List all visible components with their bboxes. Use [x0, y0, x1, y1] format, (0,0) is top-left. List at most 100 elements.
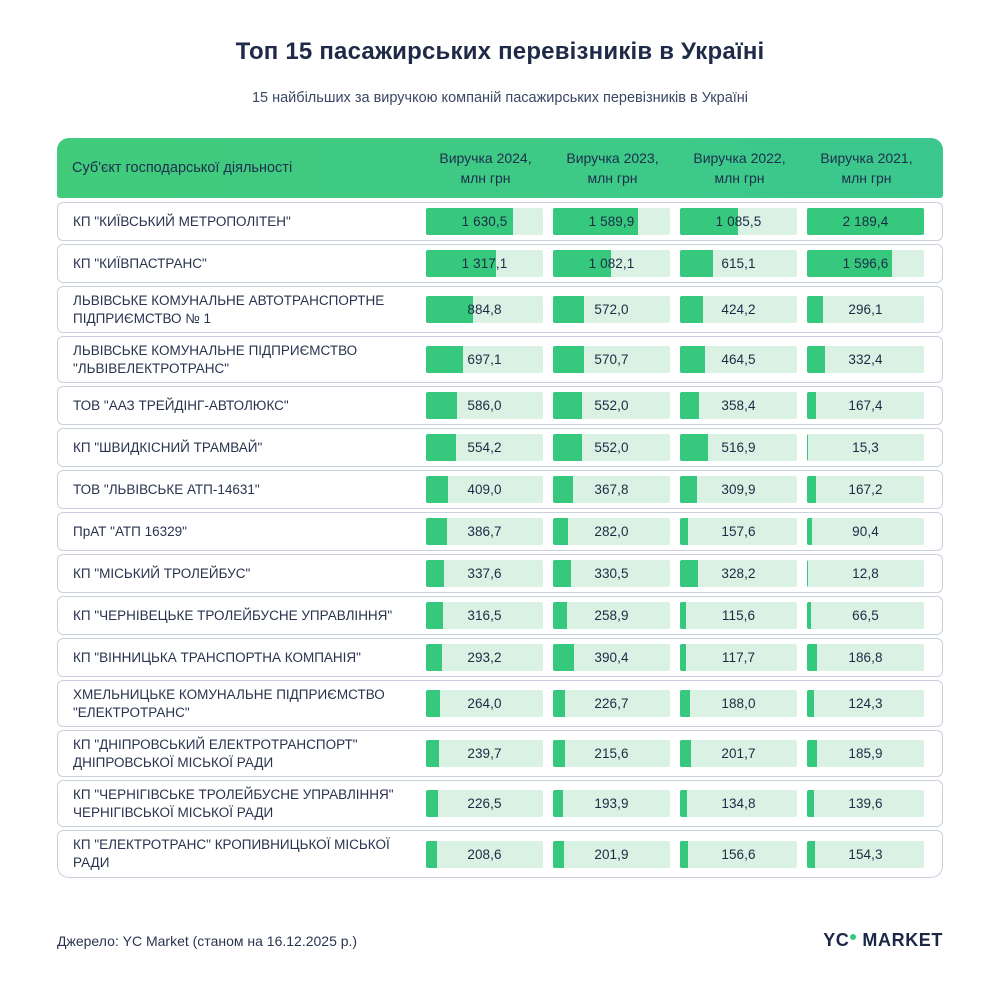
bar-fill — [807, 296, 823, 324]
bar-fill — [426, 740, 439, 768]
bar-fill — [807, 740, 817, 768]
revenue-value: 215,6 — [594, 746, 629, 762]
revenue-value: 15,3 — [852, 440, 879, 456]
bar-fill — [553, 250, 611, 277]
bar-fill — [807, 208, 924, 235]
table-row: ЛЬВІВСЬКЕ КОМУНАЛЬНЕ АВТОТРАНСПОРТНЕ ПІД… — [57, 286, 943, 334]
revenue-value: 1 630,5 — [461, 214, 508, 229]
table-row: ТОВ "ЛЬВІВСЬКЕ АТП-14631" 409,0 367,8 309,9… — [57, 470, 943, 510]
company-name: КП "КИЇВСЬКИЙ МЕТРОПОЛІТЕН" — [73, 213, 291, 229]
revenue-value: 139,6 — [848, 796, 883, 812]
revenue-value: 66,5 — [852, 608, 879, 624]
table-row: КП "КИЇВПАСТРАНС" 1 317,1 1 082,1 615,1 1 59… — [57, 244, 943, 283]
revenue-bar-cells: 239,7 215,6 201,7 185,9 — [426, 740, 924, 768]
revenue-bar-cells: 409,0 367,8 309,9 167,2 — [426, 476, 924, 504]
revenue-value: 201,7 — [721, 746, 756, 762]
table-row: КП "ЕЛЕКТРОТРАНС" КРОПИВНИЦЬКОЇ МІСЬКОЇ … — [57, 830, 943, 878]
column-headers-revenue: Виручка 2024, млн грн Виручка 2023, млн … — [427, 138, 925, 198]
bar-fill — [807, 518, 812, 546]
revenue-bar-cells: 386,7 282,0 157,6 90,4 — [426, 518, 924, 546]
revenue-value: 367,8 — [594, 482, 629, 498]
revenue-value: 115,6 — [721, 608, 756, 624]
revenue-value: 185,9 — [848, 746, 883, 762]
bar-fill — [426, 518, 447, 546]
revenue-bar-2022: 115,6 — [680, 602, 797, 630]
revenue-bar-2024: 264,0 — [426, 690, 543, 718]
revenue-bar-2023: 201,9 — [553, 840, 670, 868]
bar-fill — [553, 840, 564, 868]
revenue-value: 188,0 — [721, 696, 756, 712]
revenue-bar-cells: 697,1 570,7 464,5 332,4 — [426, 346, 924, 374]
revenue-bar-2022: 188,0 — [680, 690, 797, 718]
revenue-bar-2024: 226,5 — [426, 790, 543, 818]
bar-fill — [426, 602, 443, 630]
revenue-bar-cells: 1 630,5 1 589,9 1 085,5 2 189,4 — [426, 208, 924, 235]
bar-fill — [807, 476, 816, 504]
revenue-bar-2021: 332,4 — [807, 346, 924, 374]
table-row: КП "ШВИДКІСНИЙ ТРАМВАЙ" 554,2 552,0 516,9 15… — [57, 428, 943, 468]
company-name: ЛЬВІВСЬКЕ КОМУНАЛЬНЕ АВТОТРАНСПОРТНЕ ПІД… — [73, 293, 385, 326]
revenue-bar-2021: 1 596,6 — [807, 250, 924, 277]
revenue-bar-2022: 464,5 — [680, 346, 797, 374]
company-name: КП "ЕЛЕКТРОТРАНС" КРОПИВНИЦЬКОЇ МІСЬКОЇ … — [73, 837, 390, 871]
bar-fill — [680, 250, 713, 277]
revenue-bar-cells: 1 317,1 1 082,1 615,1 1 596,6 — [426, 250, 924, 277]
revenue-value: 1 085,5 — [715, 214, 762, 229]
column-header-2023: Виручка 2023, млн грн — [566, 149, 659, 186]
revenue-value: 282,0 — [594, 524, 629, 540]
revenue-value: 258,9 — [594, 608, 629, 624]
footer: Джерело: YC Market (станом на 16.12.2025… — [57, 930, 943, 951]
company-name: КП "ВІННИЦЬКА ТРАНСПОРТНА КОМПАНІЯ" — [73, 649, 361, 665]
revenue-bar-2023: 258,9 — [553, 602, 670, 630]
bar-fill — [680, 392, 700, 420]
bar-fill — [553, 518, 569, 546]
revenue-value: 332,4 — [848, 352, 883, 368]
bar-fill — [807, 602, 811, 630]
revenue-value: 1 589,9 — [588, 214, 635, 229]
revenue-value: 2 189,4 — [842, 214, 889, 229]
revenue-bar-2021: 124,3 — [807, 690, 924, 718]
revenue-bar-2024: 884,8 — [426, 296, 543, 324]
bar-fill — [680, 790, 688, 818]
revenue-bar-2021: 12,8 — [807, 560, 924, 588]
revenue-value: 328,2 — [721, 566, 756, 582]
logo-text-yc: YC — [823, 930, 850, 950]
revenue-value: 552,0 — [594, 440, 629, 456]
company-name: КП "ДНІПРОВСЬКИЙ ЕЛЕКТРОТРАНСПОРТ" ДНІПР… — [73, 737, 358, 770]
company-name: КП "КИЇВПАСТРАНС" — [73, 255, 207, 271]
revenue-bar-2021: 296,1 — [807, 296, 924, 324]
revenue-bar-2023: 572,0 — [553, 296, 670, 324]
bar-fill — [426, 392, 458, 420]
company-name: КП "ЧЕРНІВЕЦЬКЕ ТРОЛЕЙБУСНЕ УПРАВЛІННЯ" — [73, 607, 393, 623]
revenue-bar-2024: 586,0 — [426, 392, 543, 420]
revenue-value: 124,3 — [848, 696, 883, 712]
revenue-bar-2022: 117,7 — [680, 644, 797, 672]
revenue-value: 157,6 — [721, 524, 756, 540]
bar-fill — [426, 560, 445, 588]
revenue-bar-2022: 157,6 — [680, 518, 797, 546]
revenue-bar-2024: 316,5 — [426, 602, 543, 630]
revenue-bar-2023: 552,0 — [553, 392, 670, 420]
table-row: КП "КИЇВСЬКИЙ МЕТРОПОЛІТЕН" 1 630,5 1 589,… — [57, 202, 943, 241]
bar-fill — [807, 560, 808, 588]
bar-fill — [807, 790, 815, 818]
revenue-bar-2021: 139,6 — [807, 790, 924, 818]
revenue-bar-2024: 386,7 — [426, 518, 543, 546]
logo-text-market: MARKET — [862, 930, 943, 950]
revenue-bar-cells: 208,6 201,9 156,6 154,3 — [426, 840, 924, 868]
table-row: КП "ЧЕРНІГІВСЬКЕ ТРОЛЕЙБУСНЕ УПРАВЛІННЯ"… — [57, 780, 943, 828]
revenue-value: 1 317,1 — [461, 256, 508, 271]
table-header: Суб'єкт господарської діяльності Виручка… — [57, 138, 943, 198]
revenue-value: 12,8 — [852, 566, 879, 582]
revenue-bar-2022: 615,1 — [680, 250, 797, 277]
table-body: КП "КИЇВСЬКИЙ МЕТРОПОЛІТЕН" 1 630,5 1 589,… — [57, 202, 943, 878]
bar-fill — [553, 476, 573, 504]
revenue-value: 697,1 — [467, 352, 502, 368]
company-name: КП "ШВИДКІСНИЙ ТРАМВАЙ" — [73, 439, 263, 455]
bar-fill — [553, 690, 566, 718]
yc-market-logo: YC MARKET — [823, 930, 943, 951]
revenue-bar-2022: 201,7 — [680, 740, 797, 768]
revenue-value: 615,1 — [721, 256, 756, 271]
revenue-value: 309,9 — [721, 482, 756, 498]
revenue-value: 516,9 — [721, 440, 756, 456]
